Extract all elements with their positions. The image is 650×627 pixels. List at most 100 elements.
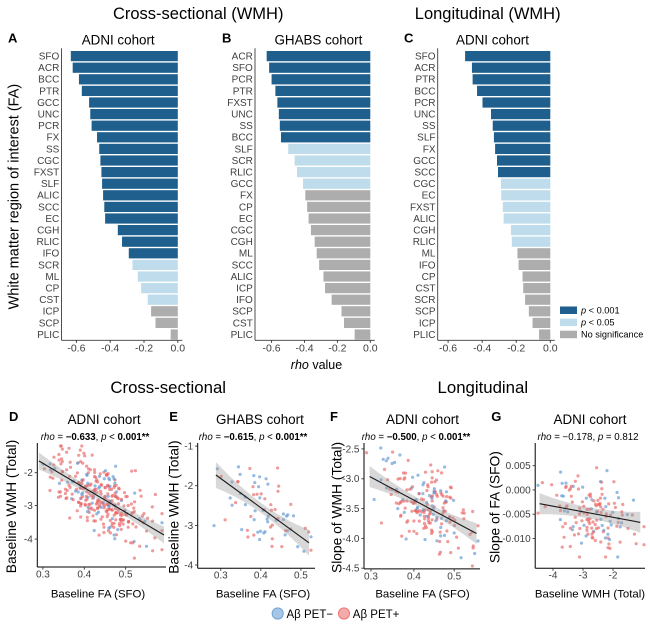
svg-text:Longitudinal: Longitudinal <box>438 378 529 397</box>
svg-text:RLIC: RLIC <box>230 168 253 179</box>
svg-text:GHABS cohort: GHABS cohort <box>216 412 304 427</box>
svg-text:Slope of FA (SFO): Slope of FA (SFO) <box>488 451 503 563</box>
svg-text:BCC: BCC <box>232 133 253 144</box>
svg-text:CP: CP <box>45 284 59 295</box>
svg-text:SS: SS <box>239 121 253 132</box>
svg-text:SCP: SCP <box>232 307 253 318</box>
svg-text:-0.4: -0.4 <box>101 343 119 355</box>
svg-text:Baseline FA (SFO): Baseline FA (SFO) <box>216 588 311 600</box>
svg-text:PLIC: PLIC <box>231 330 253 341</box>
svg-text:-0.4: -0.4 <box>473 343 491 355</box>
svg-text:CST: CST <box>233 318 253 329</box>
svg-text:E: E <box>169 409 178 424</box>
svg-text:Slope of WMH (Total): Slope of WMH (Total) <box>329 442 344 573</box>
svg-text:Baseline WMH (Total): Baseline WMH (Total) <box>535 588 645 600</box>
svg-text:SCC: SCC <box>232 260 253 271</box>
svg-text:0.4: 0.4 <box>77 570 91 581</box>
svg-text:ALIC: ALIC <box>413 214 435 225</box>
svg-text:PLIC: PLIC <box>413 330 435 341</box>
svg-text:Cross-sectional (WMH): Cross-sectional (WMH) <box>113 5 284 23</box>
svg-text:UNC: UNC <box>414 110 436 121</box>
svg-text:ACR: ACR <box>38 63 59 74</box>
svg-text:-3: -3 <box>579 571 588 582</box>
svg-text:rho = −0.633, p < 0.001**: rho = −0.633, p < 0.001** <box>41 432 150 443</box>
svg-text:BCC: BCC <box>38 75 59 86</box>
svg-text:SS: SS <box>46 144 60 155</box>
svg-text:CGH: CGH <box>37 226 59 237</box>
svg-text:CGC: CGC <box>37 156 59 167</box>
svg-text:-0.005: -0.005 <box>502 510 531 521</box>
svg-text:0.5: 0.5 <box>119 570 133 581</box>
svg-text:GCC: GCC <box>413 156 435 167</box>
svg-text:RLIC: RLIC <box>37 237 60 248</box>
svg-text:Longitudinal (WMH): Longitudinal (WMH) <box>415 5 561 23</box>
svg-text:-2: -2 <box>24 468 33 479</box>
svg-text:Baseline FA (SFO): Baseline FA (SFO) <box>51 588 146 600</box>
svg-text:p < 0.001: p < 0.001 <box>580 306 620 316</box>
svg-text:D: D <box>9 409 18 424</box>
svg-text:SFO: SFO <box>39 52 60 63</box>
svg-text:rho value: rho value <box>291 358 342 372</box>
svg-text:0.3: 0.3 <box>364 571 378 582</box>
svg-text:PTR: PTR <box>233 86 253 97</box>
svg-text:G: G <box>491 409 501 424</box>
svg-text:C: C <box>404 31 414 46</box>
svg-text:IFO: IFO <box>43 249 60 260</box>
svg-text:0.0: 0.0 <box>363 343 378 355</box>
svg-text:ACR: ACR <box>232 52 253 63</box>
svg-text:Baseline WMH (Total): Baseline WMH (Total) <box>4 440 19 573</box>
svg-text:CP: CP <box>239 202 253 213</box>
svg-text:-0.6: -0.6 <box>439 343 457 355</box>
svg-text:GCC: GCC <box>231 179 253 190</box>
svg-text:ADNI cohort: ADNI cohort <box>82 33 155 48</box>
svg-text:-4.0: -4.0 <box>342 534 360 545</box>
svg-text:CP: CP <box>422 272 436 283</box>
svg-text:Aβ PET−: Aβ PET− <box>287 609 334 621</box>
svg-text:0.4: 0.4 <box>407 571 421 582</box>
svg-text:p < 0.05: p < 0.05 <box>580 318 614 328</box>
svg-text:SCC: SCC <box>414 168 435 179</box>
svg-text:-4: -4 <box>24 535 33 546</box>
svg-text:-1: -1 <box>184 442 193 453</box>
svg-text:SFO: SFO <box>415 52 436 63</box>
svg-text:SCP: SCP <box>415 307 436 318</box>
svg-text:0.4: 0.4 <box>254 571 268 582</box>
svg-text:FX: FX <box>47 133 60 144</box>
svg-text:CGC: CGC <box>231 226 253 237</box>
svg-text:-3.0: -3.0 <box>342 474 360 485</box>
svg-text:rho = −0.500, p < 0.001**: rho = −0.500, p < 0.001** <box>362 432 471 443</box>
svg-text:Baseline WMH (Total): Baseline WMH (Total) <box>167 440 182 573</box>
svg-text:-4: -4 <box>549 571 558 582</box>
svg-text:SLF: SLF <box>234 144 252 155</box>
svg-text:ICP: ICP <box>43 307 60 318</box>
svg-text:FX: FX <box>423 144 436 155</box>
svg-text:FXST: FXST <box>34 168 60 179</box>
svg-text:rho = −0.615, p < 0.001**: rho = −0.615, p < 0.001** <box>199 432 308 443</box>
svg-text:UNC: UNC <box>231 110 253 121</box>
svg-text:0.5: 0.5 <box>294 571 308 582</box>
svg-text:-3.5: -3.5 <box>342 504 360 515</box>
svg-text:0.3: 0.3 <box>214 571 228 582</box>
svg-text:-2.5: -2.5 <box>342 444 360 455</box>
svg-text:PLIC: PLIC <box>37 330 59 341</box>
svg-text:0.005: 0.005 <box>506 461 531 472</box>
svg-text:RLIC: RLIC <box>413 237 436 248</box>
svg-text:SCR: SCR <box>232 156 253 167</box>
svg-text:SCP: SCP <box>39 318 60 329</box>
svg-text:CGH: CGH <box>231 237 253 248</box>
svg-text:CST: CST <box>39 295 59 306</box>
svg-text:ICP: ICP <box>419 318 436 329</box>
svg-text:CST: CST <box>416 284 436 295</box>
svg-text:0.3: 0.3 <box>36 570 50 581</box>
svg-text:ML: ML <box>45 272 59 283</box>
svg-text:ML: ML <box>422 249 436 260</box>
svg-text:ADNI cohort: ADNI cohort <box>386 412 459 427</box>
svg-text:FX: FX <box>240 191 253 202</box>
svg-text:0.0: 0.0 <box>543 343 558 355</box>
svg-text:B: B <box>222 31 231 46</box>
svg-text:-0.2: -0.2 <box>135 343 153 355</box>
svg-text:PCR: PCR <box>38 121 59 132</box>
svg-text:-4: -4 <box>184 560 193 571</box>
svg-text:SS: SS <box>422 121 436 132</box>
svg-text:GHABS cohort: GHABS cohort <box>274 33 362 48</box>
